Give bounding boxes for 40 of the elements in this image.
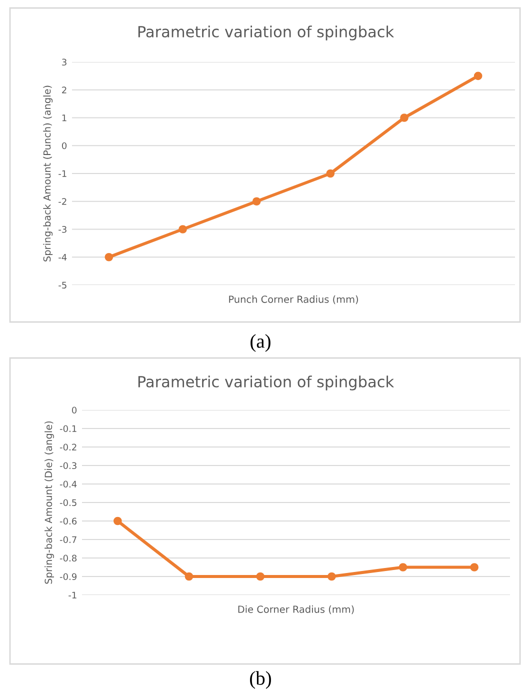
text: (a) bbox=[250, 334, 270, 352]
y-axis-title: Spring-back Amount (Die) (angle) bbox=[44, 421, 54, 584]
y-tick-label: -0.2 bbox=[60, 444, 76, 451]
point bbox=[400, 114, 408, 122]
y-tick-label: -0.6 bbox=[60, 518, 77, 525]
point bbox=[178, 225, 187, 234]
point bbox=[114, 516, 122, 526]
y-tick-label: 3 bbox=[62, 58, 66, 66]
y-tick-label: -0.8 bbox=[60, 554, 77, 562]
point bbox=[474, 72, 482, 80]
y-tick-label: -2 bbox=[58, 198, 66, 205]
y-tick-label: 0 bbox=[62, 142, 67, 150]
y-tick-label: 1 bbox=[62, 114, 66, 122]
y-tick-label: -0.1 bbox=[60, 425, 76, 432]
point bbox=[328, 572, 336, 581]
y-tick-label: 0 bbox=[72, 406, 77, 414]
y-tick-label: -0.9 bbox=[60, 573, 77, 580]
point bbox=[398, 563, 408, 572]
point bbox=[104, 252, 114, 262]
point bbox=[326, 169, 335, 178]
chart-title: Parametric variation of spingback bbox=[138, 376, 394, 390]
y-tick-label: -3 bbox=[58, 226, 66, 233]
chart-title: Parametric variation of spingback bbox=[138, 26, 394, 40]
y-tick-label: -1 bbox=[68, 592, 76, 598]
y-tick-label: -0.5 bbox=[60, 499, 76, 506]
y-tick-label: -5 bbox=[58, 282, 66, 289]
y-tick-label: -0.3 bbox=[60, 462, 76, 470]
y-tick-label: -0.7 bbox=[60, 536, 76, 544]
point bbox=[252, 197, 261, 206]
point bbox=[184, 572, 194, 581]
y-tick-label: -1 bbox=[58, 170, 66, 177]
y-tick-label: -0.4 bbox=[60, 480, 77, 488]
y-axis-title: Spring-back Amount (Punch) (angle) bbox=[43, 86, 53, 262]
y-tick-label: -4 bbox=[58, 254, 67, 261]
point bbox=[470, 563, 478, 572]
y-tick-label: 2 bbox=[62, 86, 66, 94]
point bbox=[256, 572, 264, 581]
text: (b) bbox=[250, 671, 271, 689]
x-axis-title: Die Corner Radius (mm) bbox=[238, 605, 354, 614]
x-axis-title: Punch Corner Radius (mm) bbox=[229, 295, 358, 304]
